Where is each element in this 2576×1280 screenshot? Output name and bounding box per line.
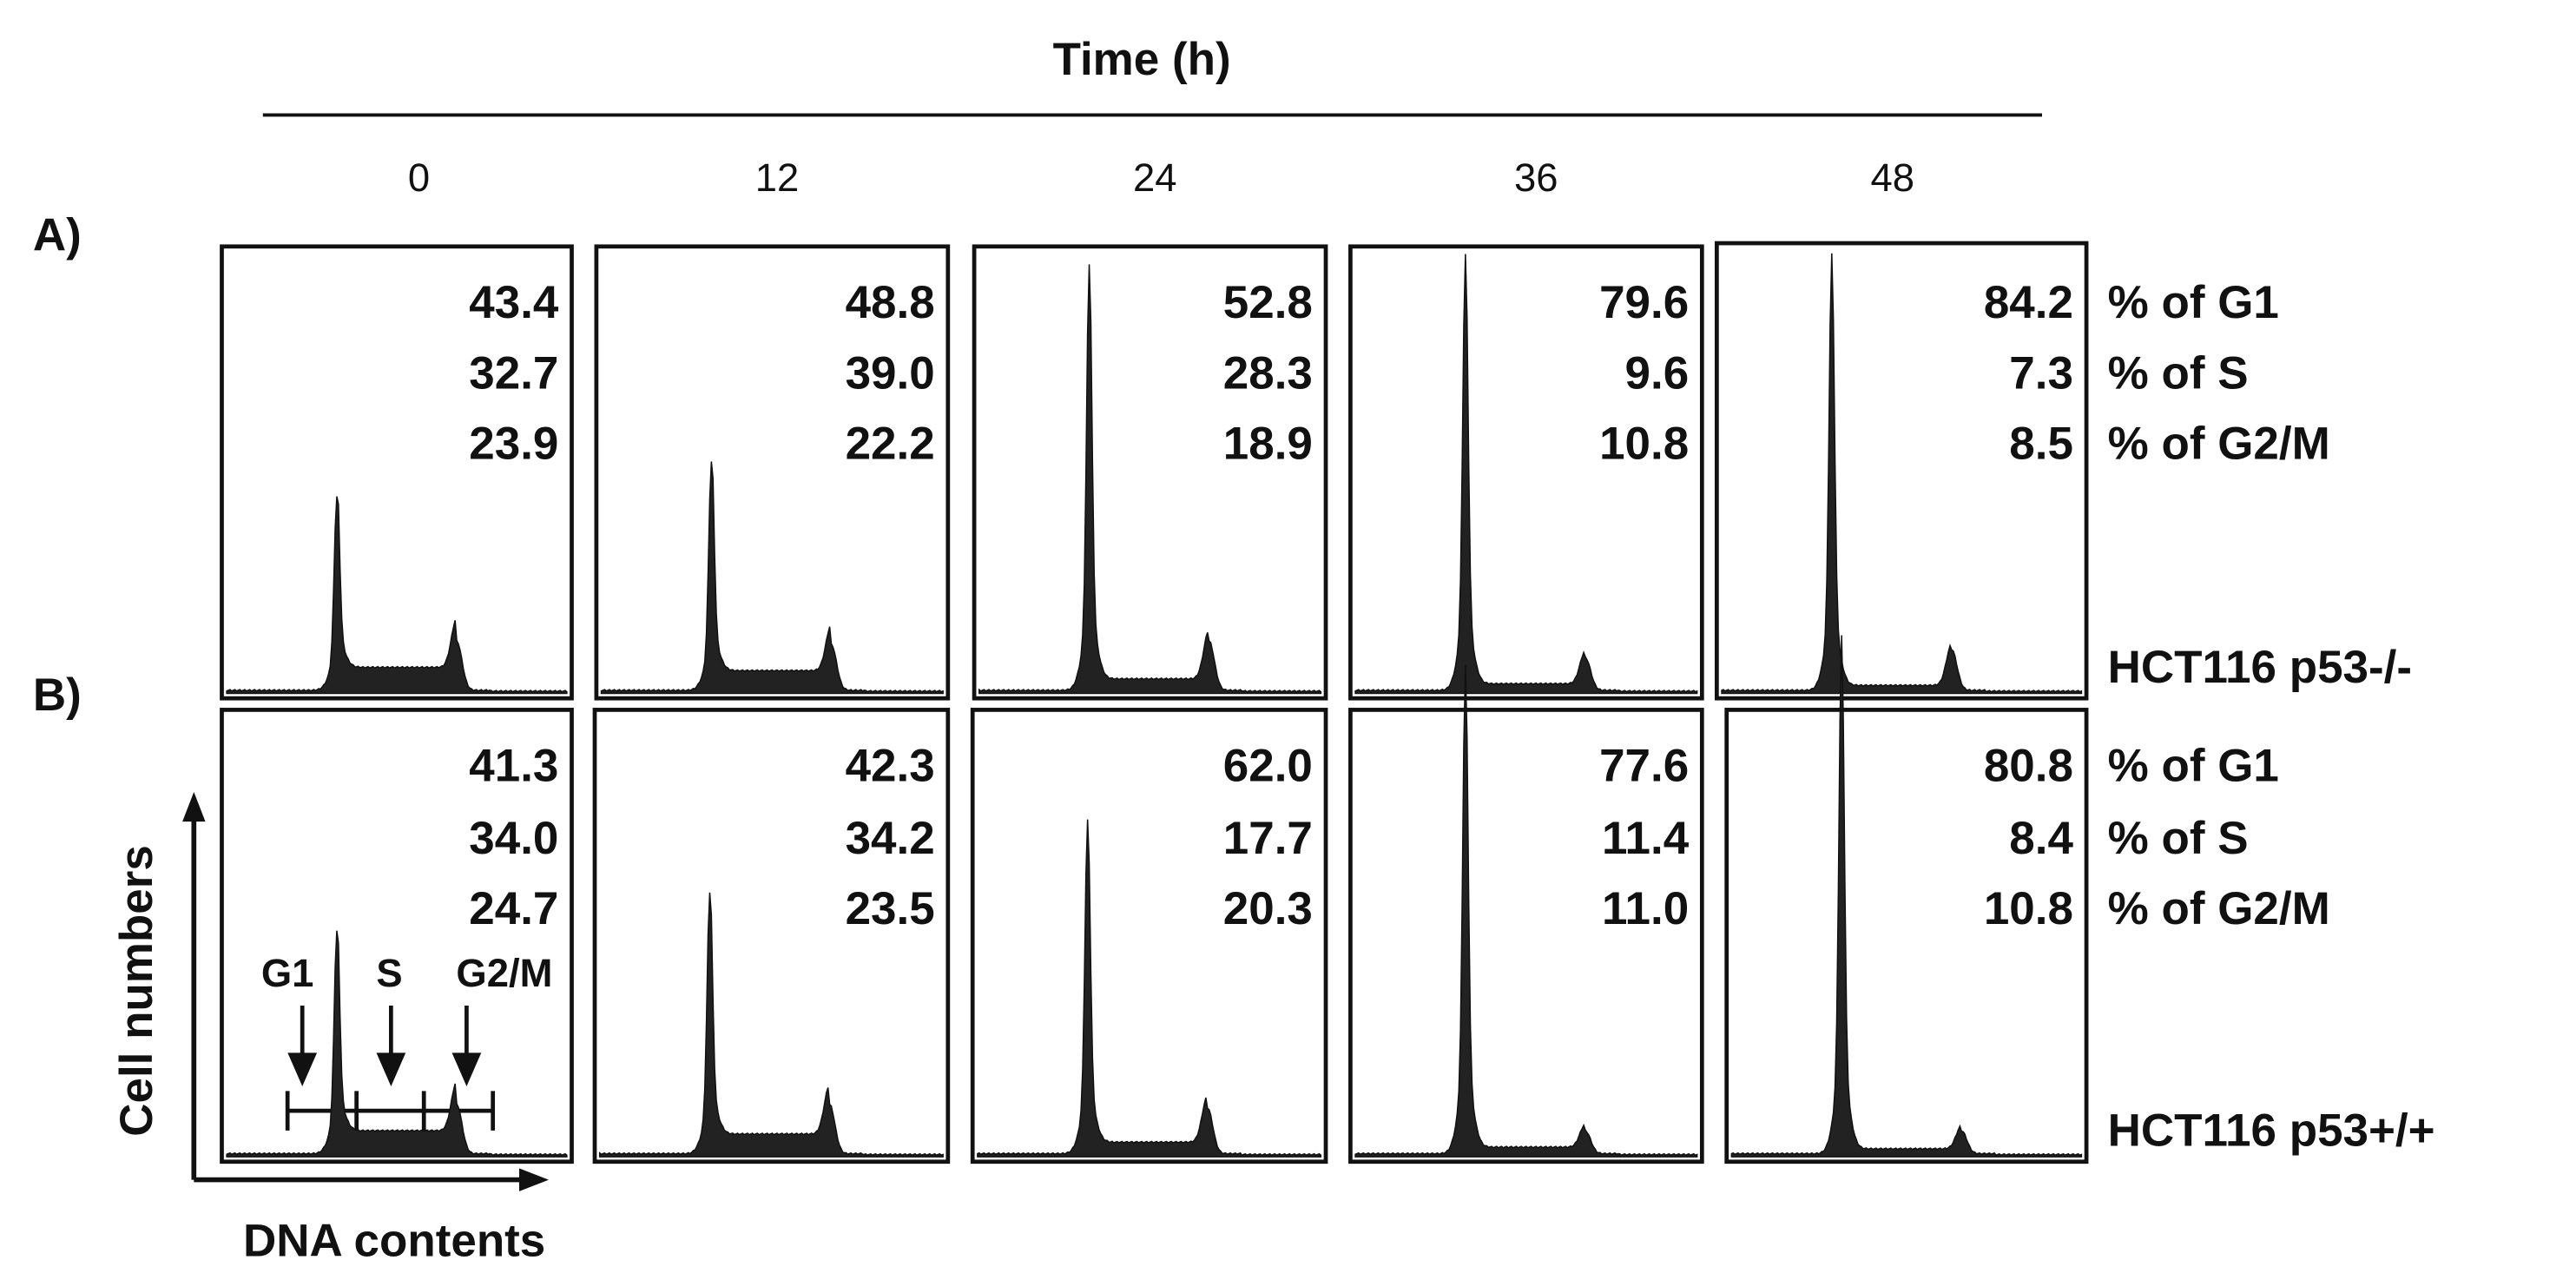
cell-line-label: HCT116 p53+/+ bbox=[2108, 1105, 2435, 1157]
phase-label: G1 bbox=[261, 951, 314, 995]
histogram bbox=[1354, 254, 1698, 695]
histogram bbox=[598, 892, 944, 1158]
time-label: 36 bbox=[1514, 155, 1558, 200]
time-label: 0 bbox=[408, 155, 430, 200]
percent-value: 11.0 bbox=[1602, 883, 1689, 934]
percent-value: 23.9 bbox=[469, 419, 558, 470]
percent-value: 9.6 bbox=[1625, 347, 1690, 399]
panel-box bbox=[1348, 708, 1704, 1165]
panel-box bbox=[972, 244, 1328, 701]
panel-label: A) bbox=[33, 209, 82, 261]
percent-value: 22.2 bbox=[846, 419, 935, 470]
row-label: % of S bbox=[2108, 813, 2249, 864]
histogram bbox=[1354, 664, 1698, 1158]
percent-value: 8.5 bbox=[2009, 419, 2073, 470]
histogram bbox=[226, 496, 568, 695]
row-label: % of G1 bbox=[2108, 741, 2279, 792]
x-axis-label: DNA contents bbox=[243, 1215, 545, 1266]
phase-label: G2/M bbox=[456, 951, 552, 995]
panel-box bbox=[220, 244, 574, 701]
percent-value: 24.7 bbox=[469, 883, 558, 934]
percent-value: 10.8 bbox=[1599, 419, 1689, 470]
percent-value: 62.0 bbox=[1223, 741, 1313, 792]
row-label: % of G1 bbox=[2108, 277, 2279, 328]
y-axis-label: Cell numbers bbox=[111, 845, 162, 1137]
percent-value: 42.3 bbox=[846, 741, 935, 792]
percent-value: 7.3 bbox=[2009, 347, 2073, 399]
percent-value: 20.3 bbox=[1223, 883, 1313, 934]
panel-box bbox=[1714, 241, 2089, 701]
percent-value: 10.8 bbox=[1984, 883, 2073, 934]
panel-label: B) bbox=[33, 670, 82, 721]
percent-value: 17.7 bbox=[1223, 813, 1313, 864]
phase-markers bbox=[285, 1006, 496, 1131]
panel-box bbox=[1348, 244, 1704, 701]
time-title: Time (h) bbox=[1053, 34, 1231, 85]
time-label: 48 bbox=[1871, 155, 1915, 200]
percent-value: 34.0 bbox=[469, 813, 558, 864]
histogram bbox=[226, 930, 568, 1158]
percent-value: 34.2 bbox=[846, 813, 935, 864]
phase-label: S bbox=[376, 951, 402, 995]
panel-box bbox=[220, 708, 574, 1165]
percent-value: 80.8 bbox=[1984, 741, 2073, 792]
percent-value: 39.0 bbox=[846, 347, 935, 399]
panel-box bbox=[592, 708, 951, 1165]
time-label: 24 bbox=[1133, 155, 1177, 200]
percent-value: 28.3 bbox=[1223, 347, 1313, 399]
percent-value: 52.8 bbox=[1223, 277, 1313, 328]
percent-value: 23.5 bbox=[846, 883, 935, 934]
panel-box bbox=[594, 244, 951, 701]
cell-line-label: HCT116 p53-/- bbox=[2108, 642, 2412, 693]
histogram bbox=[978, 264, 1322, 695]
histogram bbox=[1730, 635, 2083, 1158]
time-label: 12 bbox=[755, 155, 800, 200]
percent-value: 18.9 bbox=[1223, 419, 1313, 470]
row-label: % of G2/M bbox=[2108, 419, 2330, 470]
percent-value: 84.2 bbox=[1984, 277, 2073, 328]
percent-value: 8.4 bbox=[2009, 813, 2073, 864]
percent-value: 32.7 bbox=[469, 347, 558, 399]
percent-value: 43.4 bbox=[469, 277, 559, 328]
percent-value: 48.8 bbox=[846, 277, 935, 328]
percent-value: 77.6 bbox=[1599, 741, 1689, 792]
histogram bbox=[600, 461, 944, 695]
percent-value: 79.6 bbox=[1599, 277, 1689, 328]
row-label: % of G2/M bbox=[2108, 883, 2330, 934]
histogram bbox=[1721, 253, 2083, 695]
row-label: % of S bbox=[2108, 347, 2249, 399]
panel-box bbox=[970, 708, 1328, 1165]
percent-value: 41.3 bbox=[469, 741, 558, 792]
panel-box bbox=[1724, 708, 2089, 1165]
axis-arrows bbox=[182, 792, 550, 1191]
histogram bbox=[977, 819, 1322, 1158]
percent-value: 11.4 bbox=[1602, 813, 1690, 864]
